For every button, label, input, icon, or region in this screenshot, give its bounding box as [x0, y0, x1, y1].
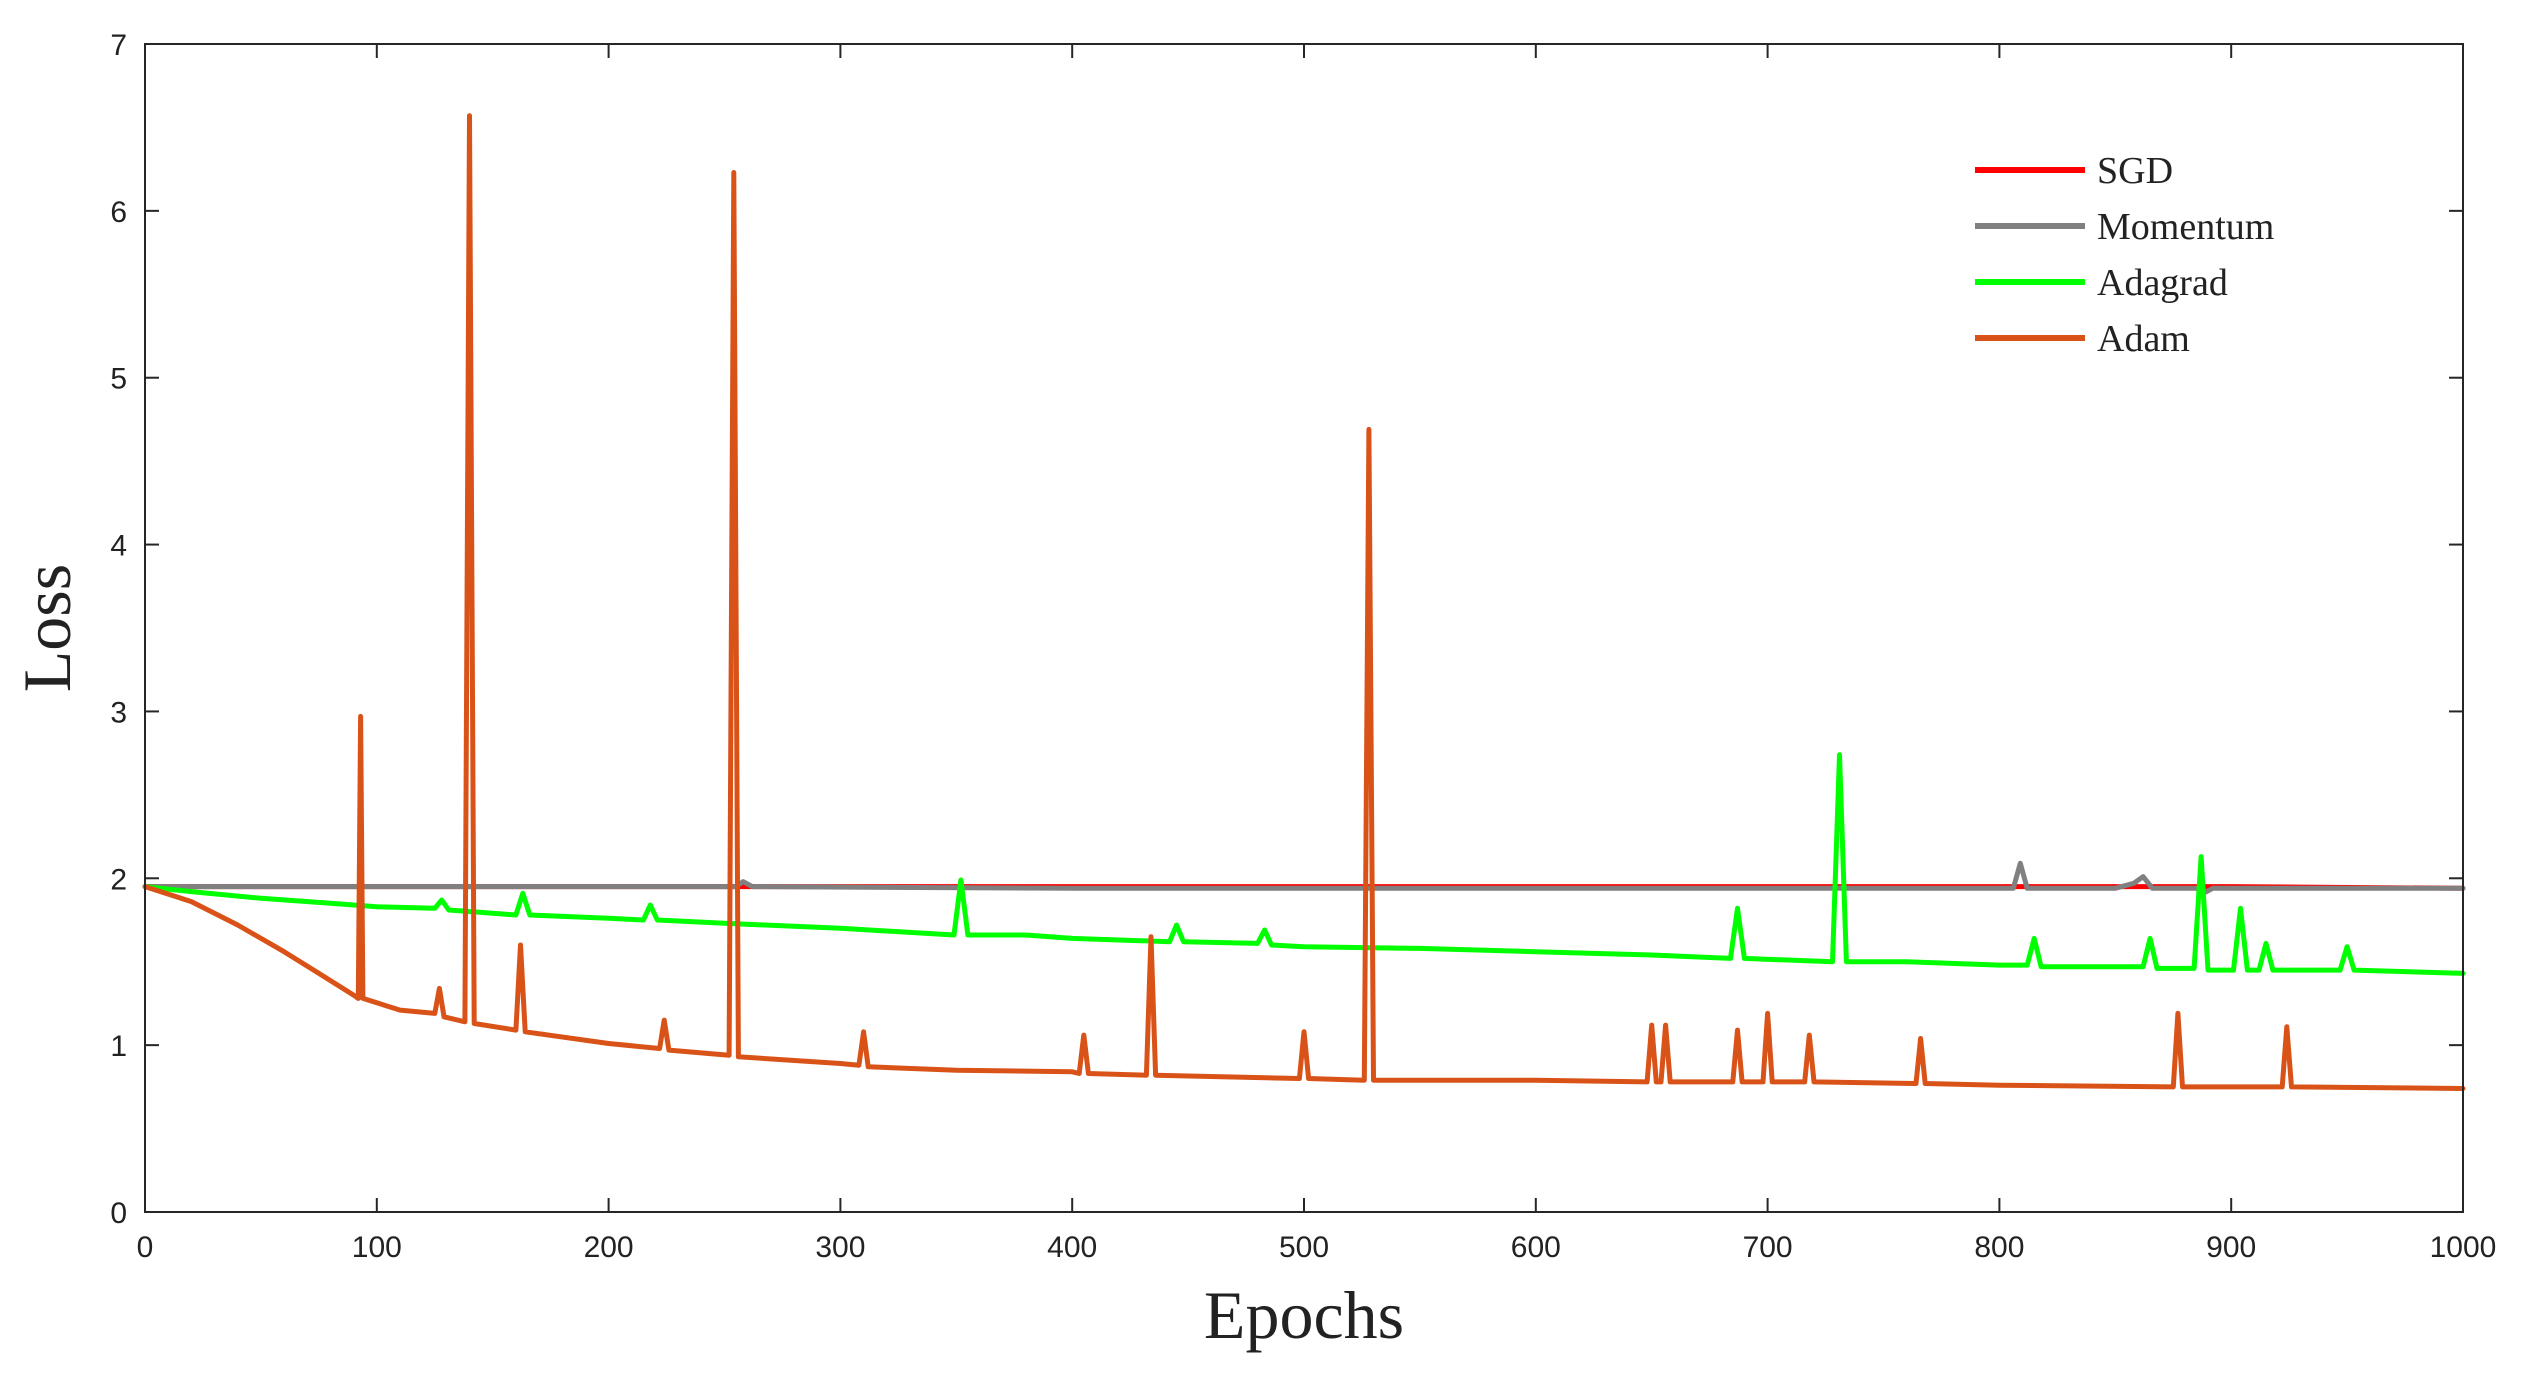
- y-tick-label: 4: [110, 530, 127, 563]
- x-tick-label: 1000: [2430, 1231, 2497, 1264]
- x-tick-label: 600: [1511, 1231, 1561, 1264]
- y-tick-label: 5: [110, 363, 127, 396]
- series-line-adam: [142, 113, 2466, 1091]
- series-line-adagrad: [142, 752, 2466, 976]
- x-tick-label: 500: [1279, 1231, 1329, 1264]
- legend: SGD Momentum Adagrad Adam: [1975, 150, 2274, 360]
- x-tick-label: 200: [584, 1231, 634, 1264]
- x-tick-label: 700: [1743, 1231, 1793, 1264]
- series-line-momentum: [142, 860, 2466, 896]
- legend-label-momentum: Momentum: [2097, 206, 2274, 248]
- y-tick-label: 6: [110, 196, 127, 229]
- y-tick-label: 2: [110, 863, 127, 896]
- series-layer: [142, 113, 2466, 1091]
- x-tick-label: 300: [815, 1231, 865, 1264]
- x-tick-label: 900: [2206, 1231, 2256, 1264]
- axes: 0 100 200 300 400 500 600 700 800 900 1000 0 1 2 3 4 5 6 7: [110, 29, 2496, 1264]
- x-tick-label: 0: [137, 1231, 154, 1264]
- y-tick-label: 1: [110, 1030, 127, 1063]
- x-tick-label: 800: [1974, 1231, 2024, 1264]
- y-axis-label: Loss: [9, 564, 85, 692]
- y-tick-label: 3: [110, 696, 127, 729]
- y-tick-label: 7: [110, 29, 127, 62]
- x-axis-label: Epochs: [1204, 1277, 1404, 1353]
- legend-label-sgd: SGD: [2097, 150, 2173, 192]
- legend-label-adam: Adam: [2097, 318, 2190, 360]
- x-tick-label: 100: [352, 1231, 402, 1264]
- legend-label-adagrad: Adagrad: [2097, 262, 2228, 304]
- x-tick-label: 400: [1047, 1231, 1097, 1264]
- y-tick-label: 0: [110, 1197, 127, 1230]
